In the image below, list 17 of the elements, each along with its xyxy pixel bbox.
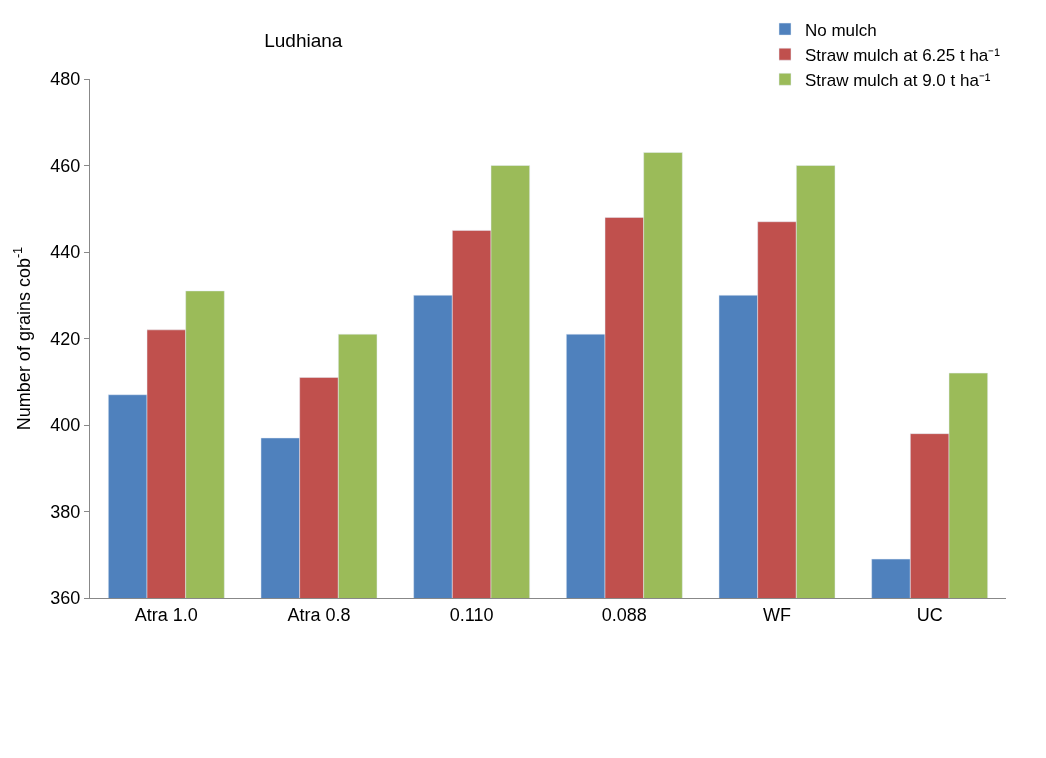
x-tick-label: 0.088 — [601, 604, 647, 625]
y-tick-label: 400 — [50, 415, 81, 436]
x-tick-label: Atra 1.0 — [134, 604, 198, 625]
legend-label: Straw mulch at 9.0 t ha⁻¹ — [805, 70, 991, 90]
y-tick-label: 360 — [50, 588, 81, 609]
y-tick-label: 440 — [50, 242, 81, 263]
y-tick-label: 460 — [50, 155, 81, 176]
x-tick-label: UC — [916, 604, 943, 625]
legend-label: No mulch — [805, 20, 877, 40]
y-tick-label: 420 — [50, 328, 81, 349]
x-tick-label: 0.110 — [449, 604, 494, 625]
legend-label: Straw mulch at 6.25 t ha⁻¹ — [805, 45, 1001, 65]
y-tick-label: 380 — [50, 501, 81, 522]
chart-title: Ludhiana — [264, 30, 343, 52]
x-tick-label: WF — [763, 604, 791, 625]
y-tick-label: 480 — [50, 69, 81, 90]
x-tick-label: Atra 0.8 — [287, 604, 351, 625]
